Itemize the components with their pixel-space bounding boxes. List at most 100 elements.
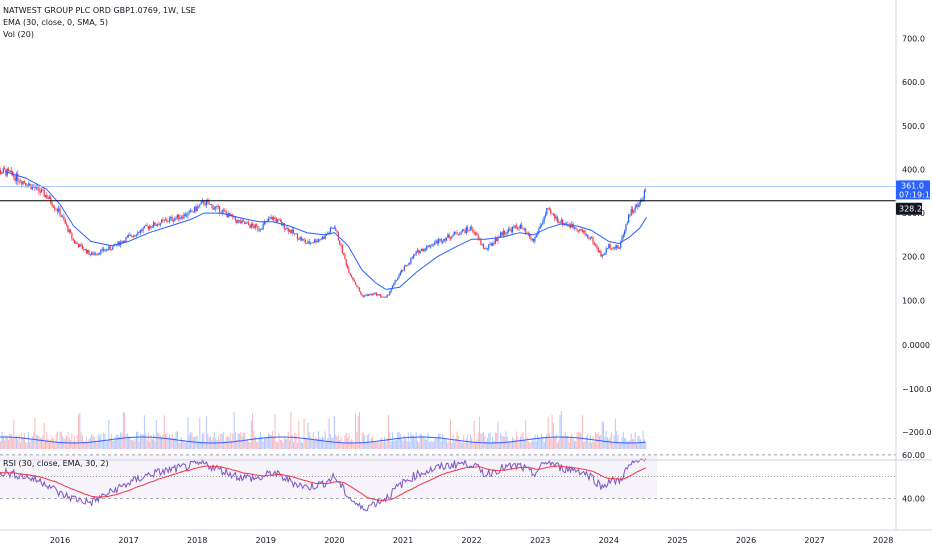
candle-body xyxy=(275,218,277,223)
volume-bar xyxy=(234,432,236,449)
candle-body xyxy=(500,232,502,237)
volume-bar xyxy=(249,442,251,449)
volume-bar xyxy=(244,433,246,449)
candle-body xyxy=(68,229,70,232)
candle-body xyxy=(354,281,357,285)
candle-body xyxy=(426,245,428,250)
volume-bar xyxy=(291,434,293,449)
volume-bar xyxy=(439,433,441,449)
candle-body xyxy=(645,190,647,192)
volume-bar xyxy=(254,436,256,449)
level-label: 328.2 xyxy=(899,205,922,214)
candle-body xyxy=(180,217,182,219)
volume-bar xyxy=(523,440,525,449)
volume-bar xyxy=(387,414,389,449)
volume-bar xyxy=(551,414,553,449)
candle-body xyxy=(40,189,43,193)
candle-body xyxy=(160,219,163,224)
volume-bar xyxy=(410,432,412,449)
volume-bar xyxy=(604,436,606,449)
volume-bar xyxy=(47,438,49,449)
volume-bar xyxy=(468,442,470,449)
volume-bar xyxy=(279,439,281,449)
volume-bar xyxy=(422,435,424,449)
candle-body xyxy=(428,245,430,247)
volume-bar xyxy=(159,435,161,449)
candle-body xyxy=(166,219,168,222)
candle-body xyxy=(3,168,6,170)
volume-bar xyxy=(453,442,455,449)
volume-bar xyxy=(576,432,578,449)
volume-bar xyxy=(104,433,106,449)
ema-legend[interactable]: EMA (30, close, 0, SMA, 5) xyxy=(3,18,108,27)
volume-bar xyxy=(497,422,499,449)
rsi-legend[interactable]: RSI (30, close, EMA, 30, 2) xyxy=(3,459,109,468)
time-tick-label: 2021 xyxy=(393,536,413,545)
candle-body xyxy=(378,294,380,296)
volume-bar xyxy=(320,438,322,449)
volume-bar xyxy=(356,431,358,449)
candle-body xyxy=(593,242,595,245)
volume-bar xyxy=(622,432,624,449)
volume-bar xyxy=(124,413,126,449)
candle-body xyxy=(60,215,62,217)
candle-body xyxy=(149,226,151,229)
candle-body xyxy=(455,231,457,233)
volume-bar xyxy=(293,442,295,449)
volume-bar xyxy=(643,439,645,449)
candle-body xyxy=(26,185,28,187)
volume-bar xyxy=(361,432,363,449)
candle-body xyxy=(263,222,266,224)
volume-bar xyxy=(274,414,276,449)
candle-body xyxy=(464,230,466,234)
volume-bar xyxy=(113,440,115,449)
candle-body xyxy=(22,181,24,185)
volume-bar xyxy=(80,432,82,449)
candle-body xyxy=(639,201,642,203)
volume-bar xyxy=(446,440,448,449)
candle-body xyxy=(529,233,531,238)
volume-bar xyxy=(15,435,17,449)
volume-bar xyxy=(624,437,626,449)
volume-bar xyxy=(511,436,513,449)
volume-bar xyxy=(183,440,185,449)
volume-bar xyxy=(546,434,548,449)
candle-body xyxy=(128,235,130,237)
candle-body xyxy=(25,182,27,186)
candle-body xyxy=(457,234,460,236)
volume-bar xyxy=(203,432,205,449)
candle-body xyxy=(117,241,119,245)
volume-bar xyxy=(413,434,415,449)
candle-body xyxy=(517,227,519,229)
candle-body xyxy=(399,272,401,275)
candle-body xyxy=(44,194,47,197)
volume-bar xyxy=(215,438,217,449)
volume-bar xyxy=(286,438,288,449)
candle-body xyxy=(35,186,37,189)
candle-body xyxy=(424,248,427,250)
candle-body xyxy=(550,209,552,214)
volume-bar xyxy=(476,439,478,449)
volume-bar xyxy=(496,433,498,449)
candle-body xyxy=(48,196,51,199)
volume-bar xyxy=(581,415,583,449)
volume-bar xyxy=(93,437,95,449)
candle-body xyxy=(350,275,353,278)
volume-bar xyxy=(504,436,506,449)
symbol-title[interactable]: NATWEST GROUP PLC ORD GBP1.0769, 1W, LSE xyxy=(3,6,196,15)
volume-legend[interactable]: Vol (20) xyxy=(3,30,34,39)
volume-bar xyxy=(436,438,438,449)
candle-body xyxy=(551,213,553,214)
volume-bar xyxy=(228,437,230,449)
candle-body xyxy=(340,244,342,246)
volume-bar xyxy=(632,439,634,449)
volume-bar xyxy=(614,418,616,449)
candle-body xyxy=(361,294,363,296)
volume-bar xyxy=(30,439,32,449)
candle-body xyxy=(226,213,229,218)
time-tick-label: 2020 xyxy=(324,536,344,545)
candle-body xyxy=(401,269,403,273)
volume-bar xyxy=(579,431,581,449)
candle-body xyxy=(382,296,384,298)
